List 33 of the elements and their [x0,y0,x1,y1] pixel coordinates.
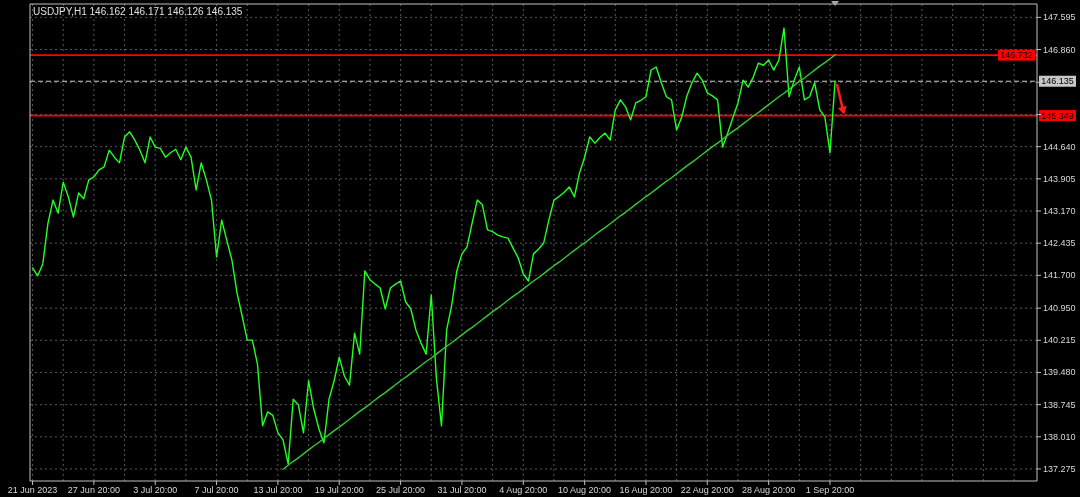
x-tick-label: 22 Aug 20:00 [680,485,734,495]
x-tick-label: 4 Aug 20:00 [499,485,548,495]
ref-line-label: 145.349 [1041,110,1074,121]
x-tick-label: 27 Jun 20:00 [67,485,120,495]
x-tick-label: 31 Jul 20:00 [437,485,487,495]
y-tick-label: 144.640 [1043,141,1076,152]
y-tick-label: 147.595 [1043,12,1076,23]
y-tick-label: 139.480 [1043,367,1076,378]
x-tick-label: 13 Jul 20:00 [253,485,303,495]
x-tick-label: 25 Jul 20:00 [376,485,426,495]
x-tick-label: 16 Aug 20:00 [619,485,673,495]
y-tick-label: 138.745 [1043,399,1076,410]
y-tick-label: 146.860 [1043,44,1076,55]
y-tick-label: 138.010 [1043,431,1076,442]
x-tick-label: 1 Sep 20:00 [805,485,855,495]
x-tick-label: 10 Aug 20:00 [558,485,612,495]
ref-line-label: 146.732 [1000,50,1033,61]
line-series [282,54,836,470]
x-tick-label: 7 Jul 20:00 [194,485,239,495]
y-tick-label: 142.435 [1043,238,1076,249]
x-tick-label: 19 Jul 20:00 [314,485,364,495]
x-tick-label: 3 Jul 20:00 [133,485,178,495]
ref-line-label: 146.135 [1041,76,1074,87]
y-tick-label: 140.950 [1043,303,1076,314]
y-tick-label: 140.215 [1043,335,1076,346]
x-tick-label: 21 Jun 2023 [7,485,58,495]
y-tick-label: 137.275 [1043,463,1076,474]
y-tick-label: 141.700 [1043,270,1076,281]
y-tick-label: 143.170 [1043,205,1076,216]
y-tick-label: 143.905 [1043,173,1076,184]
line-series [31,27,836,465]
x-tick-label: 28 Aug 20:00 [742,485,796,495]
chart-title: USDJPY,H1 146.162 146.171 146.126 146.135 [33,6,243,17]
